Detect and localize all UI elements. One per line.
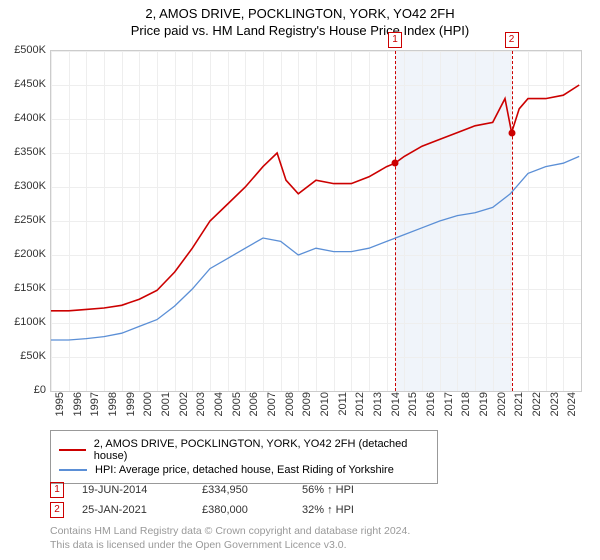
- legend-label: 2, AMOS DRIVE, POCKLINGTON, YORK, YO42 2…: [94, 438, 429, 462]
- event-price: £380,000: [202, 504, 302, 516]
- x-axis-tick: 1996: [72, 392, 84, 422]
- chart-container: 2, AMOS DRIVE, POCKLINGTON, YORK, YO42 2…: [0, 0, 600, 560]
- x-axis-tick: 2017: [443, 392, 455, 422]
- x-axis-tick: 1998: [107, 392, 119, 422]
- y-axis-tick: £100K: [14, 316, 46, 328]
- chart-title: 2, AMOS DRIVE, POCKLINGTON, YORK, YO42 2…: [0, 6, 600, 21]
- event-date: 19-JUN-2014: [82, 484, 202, 496]
- legend-box: 2, AMOS DRIVE, POCKLINGTON, YORK, YO42 2…: [50, 430, 438, 484]
- event-delta: 56% ↑ HPI: [302, 484, 354, 496]
- x-axis-tick: 2019: [478, 392, 490, 422]
- x-axis-tick: 2022: [531, 392, 543, 422]
- x-axis-tick: 2013: [372, 392, 384, 422]
- event-date: 25-JAN-2021: [82, 504, 202, 516]
- series-line-price_paid: [51, 85, 579, 311]
- event-delta: 32% ↑ HPI: [302, 504, 354, 516]
- x-axis-tick: 2018: [460, 392, 472, 422]
- plot-area: [50, 50, 582, 392]
- footer-line: Contains HM Land Registry data © Crown c…: [50, 524, 410, 538]
- x-axis-tick: 2009: [301, 392, 313, 422]
- y-axis-tick: £500K: [14, 44, 46, 56]
- legend-swatch: [59, 449, 86, 451]
- x-axis-tick: 2015: [407, 392, 419, 422]
- x-axis-tick: 2021: [513, 392, 525, 422]
- event-price: £334,950: [202, 484, 302, 496]
- legend-row: HPI: Average price, detached house, East…: [59, 464, 429, 476]
- series-line-hpi: [51, 156, 579, 340]
- event-dot: [391, 160, 398, 167]
- footer-attribution: Contains HM Land Registry data © Crown c…: [50, 524, 410, 552]
- y-axis-tick: £200K: [14, 248, 46, 260]
- x-axis-tick: 1999: [125, 392, 137, 422]
- x-axis-tick: 2006: [248, 392, 260, 422]
- y-axis-tick: £250K: [14, 214, 46, 226]
- event-dot: [508, 129, 515, 136]
- y-axis-tick: £300K: [14, 180, 46, 192]
- legend-label: HPI: Average price, detached house, East…: [95, 464, 394, 476]
- x-axis-tick: 2001: [160, 392, 172, 422]
- y-axis-tick: £400K: [14, 112, 46, 124]
- x-axis-tick: 2002: [178, 392, 190, 422]
- x-axis-tick: 2008: [284, 392, 296, 422]
- x-axis-tick: 2005: [231, 392, 243, 422]
- x-axis-tick: 2024: [566, 392, 578, 422]
- event-badge: 2: [50, 502, 64, 518]
- legend-row: 2, AMOS DRIVE, POCKLINGTON, YORK, YO42 2…: [59, 438, 429, 462]
- event-row: 2 25-JAN-2021 £380,000 32% ↑ HPI: [50, 502, 354, 518]
- x-axis-tick: 2011: [337, 392, 349, 422]
- footer-line: This data is licensed under the Open Gov…: [50, 538, 410, 552]
- event-badge: 1: [50, 482, 64, 498]
- event-row: 1 19-JUN-2014 £334,950 56% ↑ HPI: [50, 482, 354, 498]
- y-axis-tick: £450K: [14, 78, 46, 90]
- chart-area: £0£50K£100K£150K£200K£250K£300K£350K£400…: [50, 50, 580, 390]
- x-axis-tick: 2003: [195, 392, 207, 422]
- y-axis-tick: £150K: [14, 282, 46, 294]
- x-axis-tick: 2012: [354, 392, 366, 422]
- y-axis-tick: £350K: [14, 146, 46, 158]
- event-marker-badge: 1: [388, 32, 402, 48]
- x-axis-tick: 2010: [319, 392, 331, 422]
- x-axis-tick: 2004: [213, 392, 225, 422]
- legend-swatch: [59, 469, 87, 471]
- x-axis-tick: 2023: [549, 392, 561, 422]
- x-axis-tick: 1997: [89, 392, 101, 422]
- event-marker-badge: 2: [505, 32, 519, 48]
- x-axis-tick: 2007: [266, 392, 278, 422]
- events-table: 1 19-JUN-2014 £334,950 56% ↑ HPI 2 25-JA…: [50, 478, 354, 522]
- x-axis-tick: 2016: [425, 392, 437, 422]
- x-axis-tick: 2000: [142, 392, 154, 422]
- x-axis-tick: 2020: [496, 392, 508, 422]
- y-axis-tick: £50K: [20, 350, 46, 362]
- x-axis-tick: 1995: [54, 392, 66, 422]
- x-axis-tick: 2014: [390, 392, 402, 422]
- y-axis-tick: £0: [34, 384, 46, 396]
- series-svg: [51, 51, 581, 391]
